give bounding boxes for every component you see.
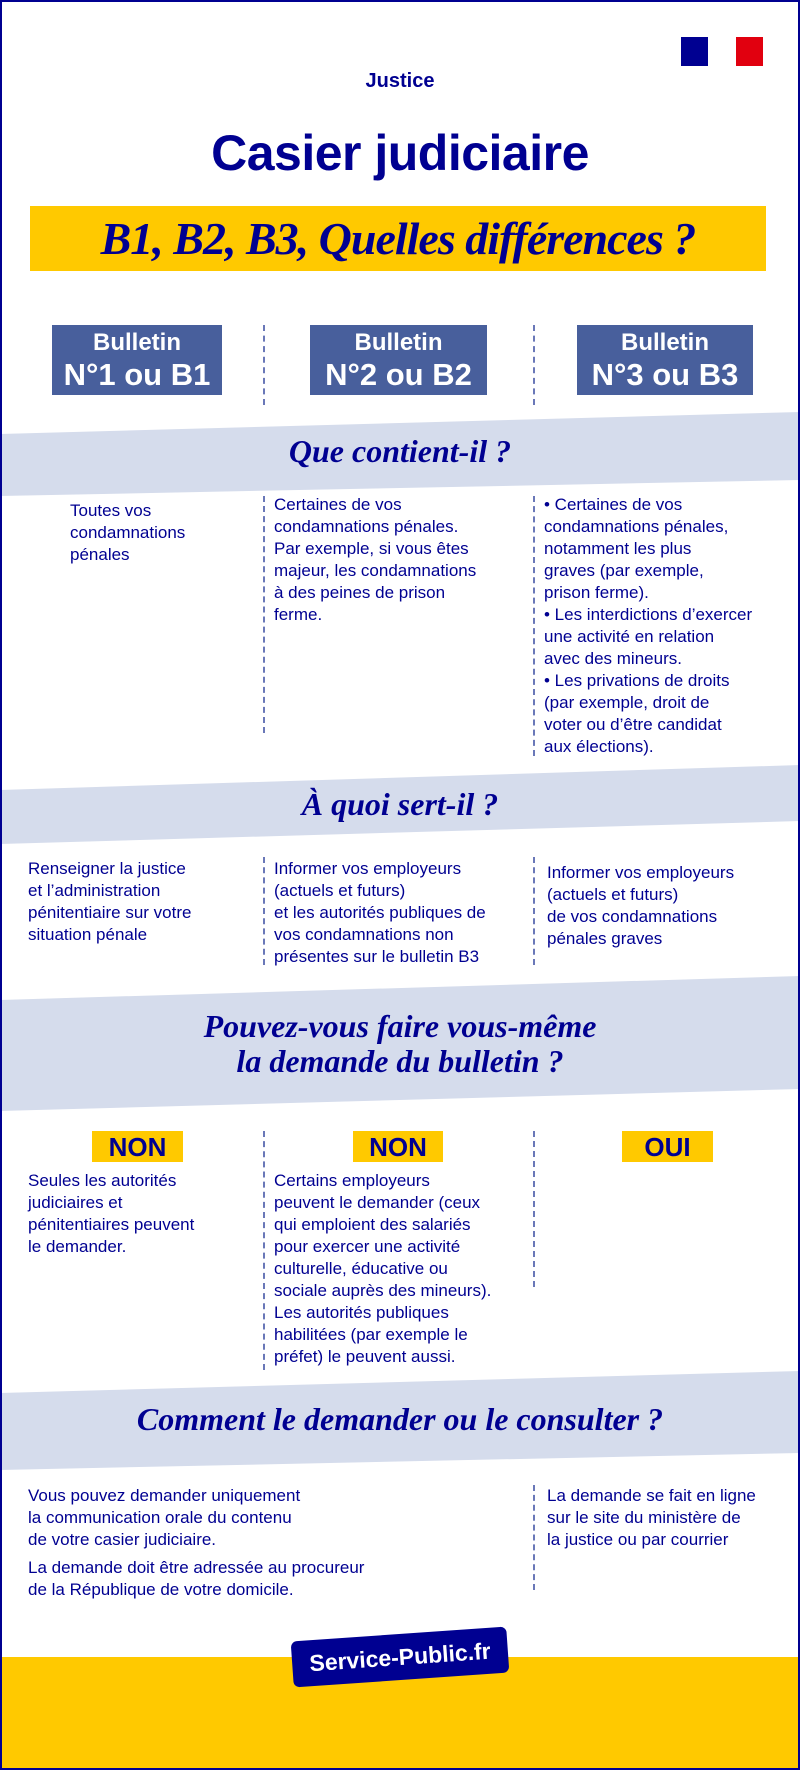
column-divider xyxy=(533,1485,535,1590)
answer-badge-b1: NON xyxy=(92,1131,183,1162)
bulletin-b2-header: Bulletin N°2 ou B2 xyxy=(310,325,487,395)
text-line: de vos condamnations xyxy=(547,907,718,926)
section-band-demande xyxy=(0,976,800,1111)
text-line: la justice ou par courrier xyxy=(547,1530,729,1549)
answer-badge-b2: NON xyxy=(353,1131,443,1162)
bulletin-label: Bulletin xyxy=(354,329,443,356)
republique-francaise-logo xyxy=(681,37,763,66)
text-line: et l’administration xyxy=(28,881,161,900)
text-line: condamnations pénales. xyxy=(274,517,459,536)
bulletin-label: Bulletin xyxy=(93,329,181,356)
column-divider xyxy=(263,325,265,405)
contenu-b1-text: Toutes vos condamnations pénales xyxy=(70,500,185,566)
text-line: judiciaires et xyxy=(28,1193,123,1212)
text-line: Vous pouvez demander uniquement xyxy=(28,1486,301,1505)
text-line: le demander. xyxy=(28,1237,127,1256)
consulter-b3-text: La demande se fait en ligne sur le site d… xyxy=(547,1485,756,1551)
text-line: à des peines de prison xyxy=(274,583,446,602)
text-line: pénitentiaire sur votre xyxy=(28,903,192,922)
contenu-b2-text: Certaines de vos condamnations pénales. Pa… xyxy=(274,494,476,626)
text-line: Certaines de vos xyxy=(274,495,402,514)
bulletin-b3-header: Bulletin N°3 ou B3 xyxy=(577,325,753,395)
text-line: La demande doit être adressée au procure… xyxy=(28,1558,365,1577)
section-title-usage: À quoi sert-il ? xyxy=(301,786,499,822)
text-line: Renseigner la justice xyxy=(28,859,186,878)
text-line: vos condamnations non xyxy=(274,925,454,944)
text-line: sur le site du ministère de xyxy=(547,1508,741,1527)
text-line: Informer vos employeurs xyxy=(274,859,462,878)
demande-b2-text: Certains employeurs peuvent le demander (… xyxy=(274,1170,491,1368)
text-line: de votre casier judiciaire. xyxy=(28,1530,217,1549)
text-line: pénales graves xyxy=(547,929,663,948)
column-divider xyxy=(533,857,535,965)
text-line: de la République de votre domicile. xyxy=(28,1580,294,1599)
text-line: condamnations pénales, xyxy=(544,517,729,536)
text-line: culturelle, éducative ou xyxy=(274,1259,448,1278)
consulter-b1-text: Vous pouvez demander uniquement la commun… xyxy=(28,1485,364,1601)
text-line: notamment les plus xyxy=(544,539,692,558)
bulletin-b1-header: Bulletin N°1 ou B1 xyxy=(52,325,222,395)
section-title-consulter: Comment le demander ou le consulter ? xyxy=(136,1401,664,1437)
text-line: • Les interdictions d’exercer xyxy=(544,605,753,624)
text-line: présentes sur le bulletin B3 xyxy=(274,947,480,966)
text-line: voter ou d’être candidat xyxy=(544,715,722,734)
text-line: et les autorités publiques de xyxy=(274,903,486,922)
usage-b2-text: Informer vos employeurs (actuels et futur… xyxy=(274,858,486,968)
bulletin-number: N°1 ou B1 xyxy=(63,357,211,392)
text-line: Certains employeurs xyxy=(274,1171,430,1190)
column-divider xyxy=(533,1131,535,1287)
text-line: (actuels et futurs) xyxy=(274,881,406,900)
usage-b1-text: Renseigner la justice et l’administration… xyxy=(28,858,191,946)
page-subtitle: B1, B2, B3, Quelles différences ? xyxy=(30,206,766,271)
column-divider xyxy=(263,496,265,733)
usage-b3-text: Informer vos employeurs (actuels et futur… xyxy=(547,862,734,950)
text-line: sociale auprès des mineurs). xyxy=(274,1281,492,1300)
text-line: • Les privations de droits xyxy=(544,671,730,690)
ministry-label: Justice xyxy=(365,70,435,92)
text-line: une activité en relation xyxy=(544,627,715,646)
section-title-demande-line2: la demande du bulletin ? xyxy=(236,1043,564,1079)
demande-b1-text: Seules les autorités judiciaires et pénite… xyxy=(28,1170,194,1258)
text-line: condamnations xyxy=(70,523,186,542)
text-line: Par exemple, si vous êtes xyxy=(274,539,469,558)
text-line: majeur, les condamnations xyxy=(274,561,477,580)
text-line: graves (par exemple, xyxy=(544,561,704,580)
bulletin-label: Bulletin xyxy=(621,329,709,356)
text-line: qui emploient des salariés xyxy=(274,1215,471,1234)
text-line: peuvent le demander (ceux xyxy=(274,1193,481,1212)
text-line: (par exemple, droit de xyxy=(544,693,710,712)
text-line: prison ferme). xyxy=(544,583,649,602)
text-line: pénitentiaires peuvent xyxy=(28,1215,195,1234)
text-line: • Certaines de vos xyxy=(544,495,683,514)
bulletin-number: N°3 ou B3 xyxy=(591,357,739,392)
text-line: Informer vos employeurs xyxy=(547,863,735,882)
page-title: Casier judiciaire xyxy=(211,125,589,181)
column-divider xyxy=(533,496,535,756)
column-divider xyxy=(263,857,265,965)
text-line: pour exercer une activité xyxy=(274,1237,461,1256)
contenu-b3-text: • Certaines de vos condamnations pénales,… xyxy=(544,494,752,758)
text-line: pénales xyxy=(70,545,130,564)
text-line: Toutes vos xyxy=(70,501,152,520)
text-line: la communication orale du contenu xyxy=(28,1508,292,1527)
column-divider xyxy=(533,325,535,405)
section-title-demande-line1: Pouvez-vous faire vous-même xyxy=(203,1008,597,1044)
answer-badge-b3: OUI xyxy=(622,1131,713,1162)
text-line: situation pénale xyxy=(28,925,148,944)
section-title-contenu: Que contient-il ? xyxy=(288,433,512,469)
text-line: La demande se fait en ligne xyxy=(547,1486,756,1505)
column-divider xyxy=(263,1131,265,1370)
bulletin-number: N°2 ou B2 xyxy=(325,357,472,392)
text-line: avec des mineurs. xyxy=(544,649,682,668)
text-line: ferme. xyxy=(274,605,323,624)
text-line: (actuels et futurs) xyxy=(547,885,679,904)
text-line: Les autorités publiques xyxy=(274,1303,449,1322)
text-line: Seules les autorités xyxy=(28,1171,177,1190)
text-line: aux élections). xyxy=(544,737,654,756)
text-line: habilitées (par exemple le xyxy=(274,1325,468,1344)
text-line: préfet) le peuvent aussi. xyxy=(274,1347,456,1366)
